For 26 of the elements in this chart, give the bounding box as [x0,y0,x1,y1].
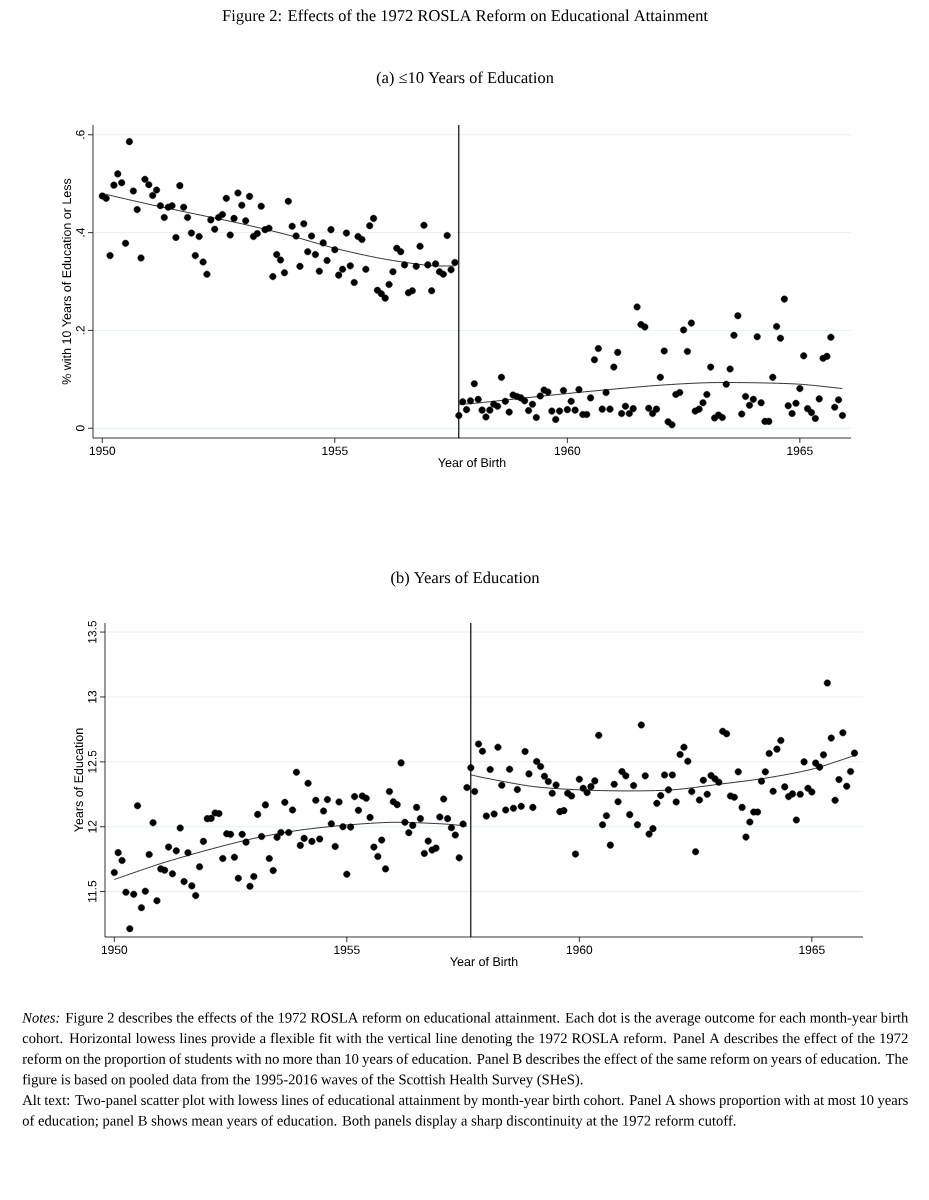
y-tick-label: .4 [76,227,85,237]
y-tick-label: 0 [75,425,85,432]
x-axis-title: Year of Birth [438,457,506,468]
text: Notes: Figure 2 describes the effects of the 1972 ROSLA reform on educational attainment. Each dot is the average outcome for each month-year birth cohort. Horizontal lowess lines provide a flexible fit with the vertical line denoting the 1972 ROSLA reform. Panel A describes the effect of the 1972 reform on the proportion of students with no more than 10 years of education. Panel B describes the effect of the same reform on years of education. The figure is based on pooled data from the 1995-2016 waves of the Scottish Health Survey (SHeS). [22,1012,909,1088]
y-axis-title: Years of Education [73,728,84,832]
x-tick-label: 1955 [322,446,348,456]
y-tick-label: 13.5 [87,620,97,643]
x-tick-label: 1960 [554,446,581,456]
y-axis-title: % with 10 Years of Education or Less [61,178,72,385]
x-tick-label: 1955 [334,945,360,955]
x-tick-label: 1965 [787,446,813,456]
x-tick-label: 1965 [799,945,825,955]
text: Alt text: Two-panel scatter plot with lowess lines of educational attainment by month-year birth cohort. Panel A shows proportion with at most 10 years of education; panel B shows mean years of education. Both panels display a sharp discontinuity at the 1972 reform cutoff. [22,1094,908,1129]
y-tick-label: 13 [87,690,97,703]
chart-title: (b) Years of Education [391,571,540,587]
y-tick-label: 11.5 [88,880,97,902]
x-tick-label: 1950 [101,945,128,955]
x-tick-label: 1960 [566,945,593,955]
y-tick-label: .2 [76,326,85,335]
x-tick-label: 1950 [89,446,116,456]
y-tick-label: 12.5 [87,750,97,773]
chart-title: Figure 2: Effects of the 1972 ROSLA Reform on Educational Attainment [222,9,708,25]
y-tick-label: .6 [75,130,85,139]
y-tick-label: 12 [88,820,97,833]
x-axis-title: Year of Birth [450,956,518,967]
chart-subtitle: (a) ≤10 Years of Education [376,71,554,87]
